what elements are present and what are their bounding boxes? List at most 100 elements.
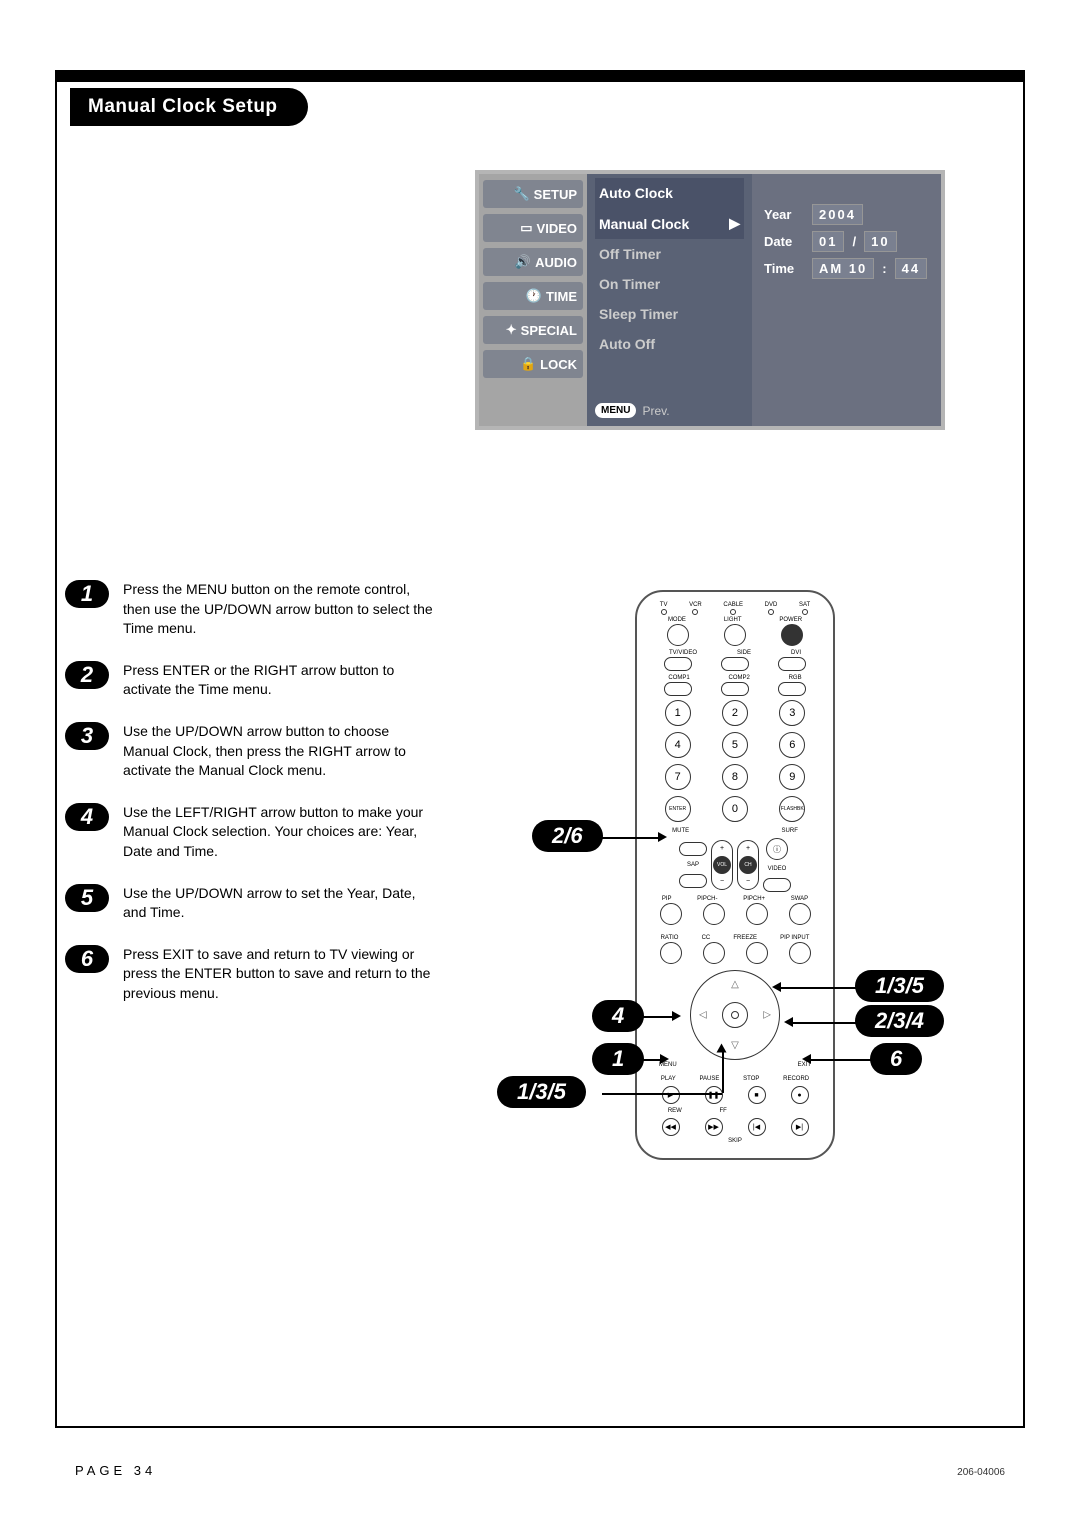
num-3-button[interactable]: 3 <box>779 700 805 726</box>
page-number: PAGE 34 <box>75 1463 156 1478</box>
button-label: FREEZE <box>733 935 757 941</box>
button-label: COMP1 <box>668 675 689 681</box>
prev-label: Prev. <box>642 404 669 418</box>
step-number: 1 <box>65 580 109 608</box>
step-number: 2 <box>65 661 109 689</box>
video-button[interactable] <box>763 878 791 892</box>
arrow-icon <box>802 1054 811 1064</box>
pip-input-button[interactable] <box>789 942 811 964</box>
surf-button[interactable]: ⓘ <box>766 838 788 860</box>
signal-indicators: TV VCR CABLE DVD SAT <box>649 602 821 615</box>
arrow-icon <box>672 1011 681 1021</box>
step-number: 4 <box>65 803 109 831</box>
time-hour-value[interactable]: AM 10 <box>812 258 874 279</box>
num-7-button[interactable]: 7 <box>665 764 691 790</box>
osd-item-off-timer[interactable]: Off Timer <box>595 239 744 269</box>
osd-tab-setup[interactable]: 🔧SETUP <box>483 180 583 208</box>
plus-icon: + <box>720 845 724 852</box>
special-icon: ✦ <box>506 322 517 338</box>
tv-video-button[interactable] <box>664 657 692 671</box>
osd-item-auto-off[interactable]: Auto Off <box>595 329 744 359</box>
mode-button[interactable] <box>667 624 689 646</box>
osd-detail-panel: Year 2004 Date 01 / 10 Time AM 10 : 44 <box>752 174 941 426</box>
ratio-button[interactable] <box>660 942 682 964</box>
dpad[interactable]: △ ▽ ◁ ▷ <box>690 970 780 1060</box>
osd-tab-video[interactable]: ▭VIDEO <box>483 214 583 242</box>
skip-back-button[interactable]: |◀ <box>748 1118 766 1136</box>
osd-date-field: Date 01 / 10 <box>764 231 929 252</box>
step-4: 4Use the LEFT/RIGHT arrow button to make… <box>65 803 435 862</box>
num-4-button[interactable]: 4 <box>665 732 691 758</box>
arrow-icon <box>772 982 781 992</box>
osd-tab-lock[interactable]: 🔒LOCK <box>483 350 583 378</box>
remote-diagram: TV VCR CABLE DVD SAT MODELIGHTPOWER TV/V… <box>635 590 835 1160</box>
num-2-button[interactable]: 2 <box>722 700 748 726</box>
enter-button[interactable]: ENTER <box>665 796 691 822</box>
flashbk-button[interactable]: FLASHBK <box>779 796 805 822</box>
date-month-value[interactable]: 01 <box>812 231 844 252</box>
step-text: Use the UP/DOWN arrow button to choose M… <box>123 722 435 781</box>
num-0-button[interactable]: 0 <box>722 796 748 822</box>
menu-button-pill: MENU <box>595 403 636 418</box>
osd-item-sleep-timer[interactable]: Sleep Timer <box>595 299 744 329</box>
volume-rocker[interactable]: +VOL− <box>711 840 733 890</box>
pipch-minus-button[interactable] <box>703 903 725 925</box>
arrow-icon <box>660 1054 669 1064</box>
step-number: 6 <box>65 945 109 973</box>
button-label: RATIO <box>661 935 679 941</box>
num-8-button[interactable]: 8 <box>722 764 748 790</box>
sap-button[interactable] <box>679 874 707 888</box>
date-day-value[interactable]: 10 <box>864 231 896 252</box>
button-label: COMP2 <box>728 675 749 681</box>
callout-line <box>722 1048 724 1093</box>
osd-tab-special[interactable]: ✦ SPECIAL <box>483 316 583 344</box>
dpad-center-button[interactable] <box>722 1002 748 1028</box>
button-label: STOP <box>743 1076 759 1082</box>
callout-2-3-4: 2/3/4 <box>855 1005 944 1037</box>
mute-button[interactable] <box>679 842 707 856</box>
osd-prev-indicator: MENU Prev. <box>595 403 670 418</box>
pause-button[interactable]: ❚❚ <box>705 1086 723 1104</box>
osd-tab-audio[interactable]: 🔊AUDIO <box>483 248 583 276</box>
play-button[interactable]: ▶ <box>662 1086 680 1104</box>
stop-button[interactable]: ■ <box>748 1086 766 1104</box>
document-number: 206-04006 <box>957 1467 1005 1478</box>
cc-button[interactable] <box>703 942 725 964</box>
num-5-button[interactable]: 5 <box>722 732 748 758</box>
channel-rocker[interactable]: +CH− <box>737 840 759 890</box>
step-1: 1Press the MENU button on the remote con… <box>65 580 435 639</box>
audio-icon: 🔊 <box>515 254 531 270</box>
num-1-button[interactable]: 1 <box>665 700 691 726</box>
side-button[interactable] <box>721 657 749 671</box>
pip-button[interactable] <box>660 903 682 925</box>
comp2-button[interactable] <box>721 682 749 696</box>
year-value[interactable]: 2004 <box>812 204 863 225</box>
osd-sidebar: 🔧SETUP ▭VIDEO 🔊AUDIO 🕐TIME ✦ SPECIAL 🔒LOC… <box>479 174 587 426</box>
osd-item-auto-clock[interactable]: Auto Clock <box>595 178 744 208</box>
record-button[interactable]: ● <box>791 1086 809 1104</box>
skip-fwd-button[interactable]: ▶| <box>791 1118 809 1136</box>
button-label: PIPCH- <box>697 896 717 902</box>
osd-item-on-timer[interactable]: On Timer <box>595 269 744 299</box>
light-button[interactable] <box>724 624 746 646</box>
power-button[interactable] <box>781 624 803 646</box>
button-label: SKIP <box>728 1138 742 1144</box>
comp1-button[interactable] <box>664 682 692 696</box>
swap-button[interactable] <box>789 903 811 925</box>
num-6-button[interactable]: 6 <box>779 732 805 758</box>
rgb-button[interactable] <box>778 682 806 696</box>
freeze-button[interactable] <box>746 942 768 964</box>
osd-tab-label: SPECIAL <box>521 323 577 338</box>
vol-label: VOL <box>713 856 731 874</box>
pipch-plus-button[interactable] <box>746 903 768 925</box>
osd-tab-time[interactable]: 🕐TIME <box>483 282 583 310</box>
button-label: VIDEO <box>768 866 787 872</box>
num-9-button[interactable]: 9 <box>779 764 805 790</box>
osd-item-manual-clock[interactable]: Manual Clock▶ <box>595 208 744 239</box>
rew-button[interactable]: ◀◀ <box>662 1118 680 1136</box>
button-label: LIGHT <box>724 617 742 623</box>
time-minute-value[interactable]: 44 <box>895 258 927 279</box>
arrow-icon <box>784 1017 793 1027</box>
dvi-button[interactable] <box>778 657 806 671</box>
ff-button[interactable]: ▶▶ <box>705 1118 723 1136</box>
